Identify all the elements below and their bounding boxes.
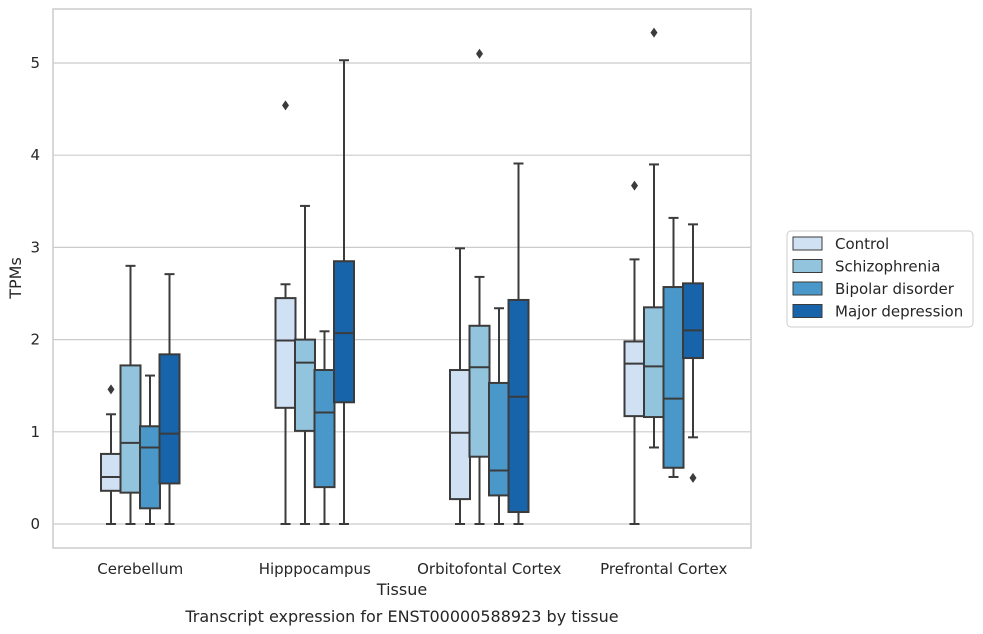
iqr-box [507,298,530,514]
legend-label: Control [835,235,889,253]
y-tick-label: 4 [30,146,40,164]
iqr-box [468,324,491,458]
y-tick-label: 3 [30,238,40,256]
legend-label: Bipolar disorder [835,280,955,298]
box-major-depression [158,273,181,525]
iqr-box [449,369,471,501]
box-major-depression [507,162,530,525]
legend-swatch [792,236,823,251]
y-tick-label: 0 [30,515,40,533]
box-control [100,384,122,525]
y-tick-label: 1 [30,423,40,441]
outlier-point [689,472,697,483]
y-axis-label: TPMs [6,257,25,300]
box-bipolar-disorder [313,330,336,525]
iqr-box [100,452,122,492]
legend-swatch [792,304,823,318]
x-tick-label: Orbitofontal Cortex [417,560,561,578]
box-major-depression [682,223,704,483]
iqr-box [333,260,355,404]
iqr-box [139,425,161,510]
outlier-point [631,180,638,191]
box-bipolar-disorder [662,216,685,478]
x-tick-label: Hipppocampus [259,560,371,578]
x-axis-label: Tissue [376,580,427,599]
iqr-box [682,282,704,360]
iqr-box [158,353,181,485]
x-tick-label: Cerebellum [97,560,183,578]
y-tick-label: 2 [30,331,40,349]
legend-label: Major depression [835,303,963,321]
x-tick-label: Prefrontal Cortex [600,560,727,578]
y-tick-label: 5 [30,54,40,72]
box-control [449,247,471,525]
iqr-box [662,286,685,469]
x-tick-labels: Cerebellum Hipppocampus Orbitofontal Corte… [97,560,727,578]
legend: Control Schizophrenia Bipolar disorder Majo… [786,230,974,328]
box-major-depression [333,59,355,525]
box-control [623,180,646,525]
iqr-box [294,338,316,432]
iqr-box [623,340,646,418]
outlier-point [650,27,658,38]
legend-box [786,230,974,328]
plot-frame [52,8,752,549]
box-bipolar-disorder [139,374,161,525]
legend-swatch [792,281,823,296]
iqr-box [119,364,142,494]
y-tick-labels: 0 1 2 3 4 5 [30,54,40,533]
outlier-point [282,100,289,111]
iqr-box [313,369,336,489]
iqr-box [643,306,665,419]
chart-caption: Transcript expression for ENST0000058892… [184,607,618,626]
iqr-box [488,381,510,497]
iqr-box [274,297,297,409]
outlier-point [476,48,483,59]
outlier-point [107,384,115,395]
legend-label: Schizophrenia [835,258,940,276]
plot-boxes [100,27,704,525]
legend-swatch [792,259,823,273]
